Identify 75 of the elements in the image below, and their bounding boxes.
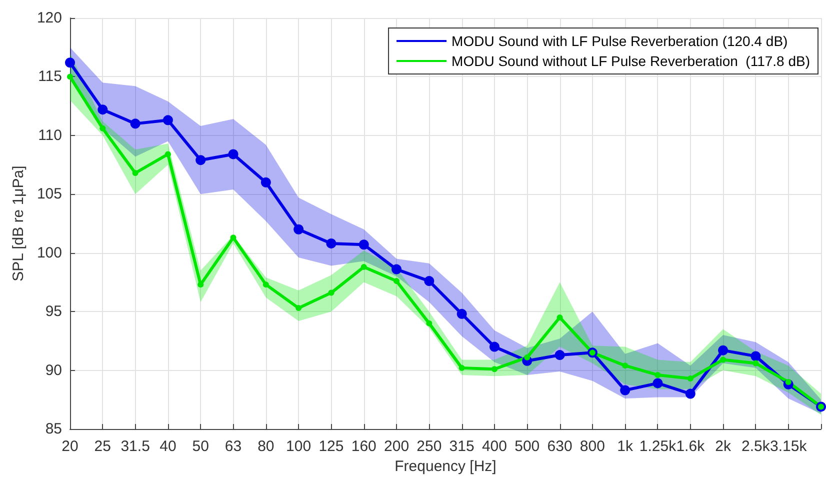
point bbox=[685, 388, 696, 399]
x-tick-label: 31.5 bbox=[120, 438, 150, 455]
x-tick-label: 315 bbox=[449, 438, 474, 455]
x-tick-label: 160 bbox=[351, 438, 376, 455]
point bbox=[720, 356, 726, 363]
point bbox=[296, 305, 302, 312]
point bbox=[328, 290, 334, 296]
point bbox=[620, 385, 630, 396]
point bbox=[260, 177, 271, 188]
y-tick-label: 85 bbox=[45, 420, 62, 438]
point bbox=[718, 345, 728, 356]
point bbox=[100, 125, 106, 132]
x-tick-label: 500 bbox=[514, 438, 540, 455]
point bbox=[98, 104, 108, 115]
point bbox=[230, 234, 236, 241]
x-tick-label: 800 bbox=[580, 438, 605, 455]
point bbox=[392, 264, 402, 274]
x-axis-title: Frequency [Hz] bbox=[394, 458, 496, 475]
x-tick-label: 630 bbox=[547, 438, 572, 455]
x-tick-label: 2k bbox=[715, 438, 732, 455]
x-tick-label: 200 bbox=[384, 438, 410, 455]
point bbox=[524, 354, 530, 360]
y-tick-label: 110 bbox=[38, 126, 62, 144]
x-tick-label: 50 bbox=[192, 438, 209, 455]
x-tick-label: 25 bbox=[94, 438, 111, 455]
point bbox=[456, 308, 467, 319]
point bbox=[358, 240, 369, 250]
point bbox=[294, 224, 304, 234]
point bbox=[652, 378, 663, 388]
point bbox=[554, 350, 565, 360]
point bbox=[326, 238, 336, 248]
point bbox=[262, 282, 269, 288]
point bbox=[162, 115, 173, 126]
point bbox=[132, 170, 138, 176]
point bbox=[130, 118, 140, 129]
x-tick-label: 80 bbox=[258, 438, 274, 455]
x-tick-label: 3.15k bbox=[770, 438, 808, 455]
y-axis-title: SPL [dB re 1μPa] bbox=[10, 166, 27, 282]
x-tick-label: 1k bbox=[617, 438, 634, 455]
point bbox=[67, 74, 73, 80]
x-tick-label: 2.5k bbox=[742, 438, 770, 455]
point bbox=[164, 151, 171, 158]
point bbox=[424, 276, 434, 286]
point bbox=[360, 264, 367, 270]
point bbox=[65, 58, 75, 68]
legend-label: MODU Sound with LF Pulse Reverberation (120.4 dB) bbox=[452, 33, 788, 49]
x-tick-label: 40 bbox=[160, 438, 176, 455]
y-tick-label: 95 bbox=[45, 303, 62, 320]
y-tick-label: 90 bbox=[45, 362, 62, 379]
point bbox=[458, 364, 465, 371]
y-tick-label: 120 bbox=[36, 10, 62, 26]
x-tick-label: 1.25k bbox=[639, 438, 677, 455]
point bbox=[426, 320, 432, 326]
x-tick-label: 250 bbox=[416, 438, 442, 455]
x-tick-label: 100 bbox=[286, 438, 312, 455]
point bbox=[556, 314, 563, 320]
point bbox=[750, 351, 761, 362]
point bbox=[394, 278, 400, 284]
point bbox=[196, 155, 206, 166]
x-tick-label: 20 bbox=[62, 438, 78, 455]
point bbox=[654, 372, 661, 378]
point bbox=[622, 362, 628, 369]
x-tick-label: 125 bbox=[318, 438, 344, 455]
point bbox=[489, 342, 500, 352]
point bbox=[491, 366, 498, 372]
x-tick-label: 1.6k bbox=[676, 438, 706, 455]
legend-label: MODU Sound without LF Pulse Reverberation (117.8 dB) bbox=[452, 53, 810, 69]
y-tick-label: 105 bbox=[36, 186, 62, 203]
point bbox=[228, 149, 238, 160]
y-tick-label: 115 bbox=[38, 68, 62, 86]
point bbox=[687, 376, 694, 382]
y-tick-label: 100 bbox=[36, 244, 62, 262]
x-tick-label: 400 bbox=[482, 438, 507, 455]
point bbox=[752, 360, 759, 366]
x-tick-label: 63 bbox=[224, 438, 242, 455]
